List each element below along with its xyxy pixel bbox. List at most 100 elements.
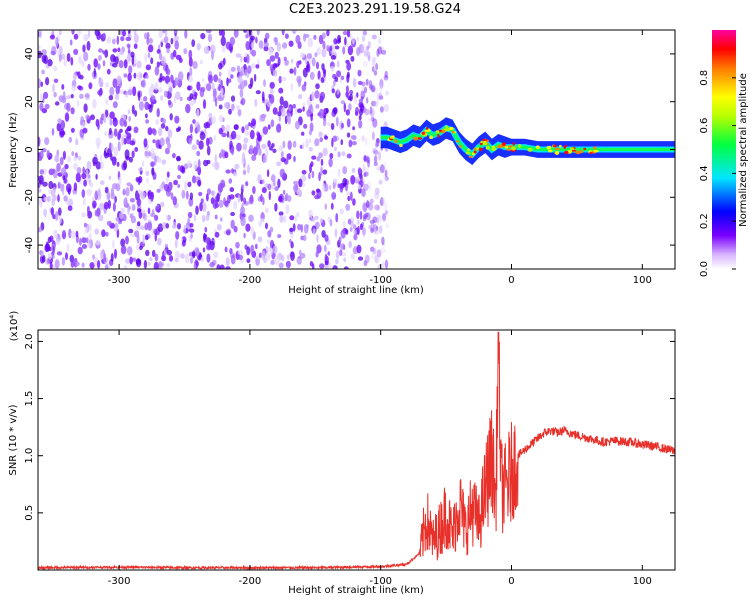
spectrogram-noise-speckle — [314, 138, 320, 147]
spectrogram-noise-speckle — [357, 219, 360, 225]
spectrogram-noise-speckle — [316, 47, 322, 56]
spectrogram-noise-speckle — [373, 149, 379, 155]
spectrogram-noise-speckle — [222, 57, 226, 66]
spectrogram-noise-speckle — [211, 82, 215, 91]
spectrogram-noise-speckle — [356, 47, 361, 56]
spectrogram-noise-speckle — [57, 47, 61, 57]
spectrogram-noise-speckle — [286, 112, 292, 118]
x-tick-label: -200 — [239, 576, 262, 587]
spectrogram-noise-speckle — [112, 48, 118, 53]
spectrogram-noise-speckle — [276, 42, 281, 52]
signal-hotspot — [496, 144, 503, 149]
spectrogram-noise-speckle — [154, 253, 159, 262]
signal-hotspot — [535, 145, 540, 150]
spectrogram-noise-speckle — [105, 231, 109, 237]
spectrogram-noise-speckle — [326, 108, 329, 114]
spectrogram-noise-speckle — [100, 250, 104, 260]
signal-track-halo — [380, 117, 675, 165]
spectrogram-noise-speckle — [322, 169, 328, 175]
spectrogram-noise-speckle — [337, 183, 341, 188]
spectrogram-noise-speckle — [76, 167, 82, 174]
spectrogram-noise-speckle — [312, 228, 316, 235]
spectrogram-x-label: Height of straight line (km) — [288, 285, 424, 296]
spectrogram-noise-speckle — [184, 163, 189, 170]
spectrogram-noise-speckle — [83, 103, 88, 113]
spectrogram-noise-speckle — [124, 149, 130, 160]
spectrogram-noise-speckle — [120, 245, 127, 255]
spectrogram-noise-speckle — [384, 169, 388, 178]
spectrogram-noise-speckle — [176, 155, 181, 161]
spectrogram-noise-speckle — [315, 61, 320, 70]
spectrogram-noise-speckle — [347, 195, 351, 202]
spectrogram-noise-speckle — [144, 101, 150, 111]
spectrogram-noise-speckle — [239, 71, 243, 78]
spectrogram-noise-speckle — [108, 175, 112, 180]
spectrogram-noise-speckle — [270, 174, 276, 183]
spectrogram-noise-speckle — [103, 253, 107, 263]
spectrogram-noise-speckle — [351, 167, 356, 173]
spectrogram-noise-speckle — [378, 225, 383, 234]
spectrogram-noise-speckle — [294, 215, 298, 223]
spectrogram-noise-speckle — [245, 41, 251, 51]
signal-hotspot — [548, 145, 552, 149]
spectrogram-noise-speckle — [288, 40, 294, 47]
spectrogram-noise-speckle — [362, 60, 368, 68]
spectrogram-noise-speckle — [119, 128, 123, 133]
spectrogram-noise-speckle — [66, 102, 71, 112]
spectrogram-noise-speckle — [196, 139, 200, 146]
spectrogram-noise-speckle — [214, 97, 218, 107]
spectrogram-noise-speckle — [72, 71, 77, 81]
spectrogram-noise-speckle — [175, 91, 181, 100]
spectrogram-noise-speckle — [321, 63, 325, 71]
spectrogram-noise-speckle — [361, 135, 365, 142]
spectrogram-noise-speckle — [351, 141, 357, 146]
x-tick-label: -300 — [108, 275, 131, 286]
spectrogram-noise-speckle — [84, 92, 90, 101]
signal-hotspot — [475, 147, 480, 150]
spectrogram-noise-speckle — [379, 78, 384, 89]
spectrogram-noise-speckle — [86, 223, 92, 232]
spectrogram-noise-speckle — [360, 173, 363, 183]
spectrogram-noise-speckle — [76, 30, 82, 36]
spectrogram-noise-speckle — [272, 63, 278, 69]
spectrogram-noise-speckle — [165, 42, 171, 50]
spectrogram-noise-speckle — [379, 164, 385, 174]
spectrogram-noise-speckle — [55, 37, 59, 47]
colorbar-label: Normalized spectral amplitude — [738, 73, 749, 227]
spectrogram-noise-speckle — [73, 162, 78, 170]
spectrogram-noise-speckle — [128, 116, 131, 122]
spectrogram-noise-speckle — [226, 229, 231, 236]
spectrogram-noise-speckle — [106, 36, 112, 44]
spectrogram-noise-speckle — [174, 80, 178, 87]
spectrogram-noise-speckle — [278, 114, 281, 122]
spectrogram-noise-speckle — [118, 176, 122, 186]
spectrogram-noise-speckle — [144, 222, 149, 231]
signal-hotspot — [554, 150, 560, 155]
spectrogram-noise-speckle — [374, 142, 379, 148]
spectrogram-noise-speckle — [167, 142, 172, 149]
spectrogram-noise-speckle — [115, 217, 120, 222]
spectrogram-noise-speckle — [109, 86, 115, 96]
spectrogram-noise-speckle — [261, 179, 265, 184]
spectrogram-noise-speckle — [322, 182, 325, 192]
spectrogram-noise-speckle — [135, 190, 139, 201]
spectrogram-noise-speckle — [81, 244, 88, 249]
spectrogram-noise-speckle — [361, 43, 366, 54]
signal-hotspot — [512, 142, 516, 146]
spectrogram-noise-speckle — [310, 217, 316, 222]
spectrogram-noise-speckle — [366, 212, 371, 221]
spectrogram-noise-speckle — [267, 124, 271, 130]
spectrogram-noise-speckle — [309, 122, 314, 132]
spectrogram-noise-speckle — [206, 243, 212, 251]
spectrogram-noise-speckle — [363, 183, 369, 191]
spectrogram-noise-speckle — [92, 200, 97, 209]
spectrogram-noise-speckle — [211, 162, 216, 168]
spectrogram-noise-speckle — [382, 261, 385, 269]
spectrogram-noise-speckle — [344, 36, 347, 46]
spectrogram-noise-speckle — [143, 138, 148, 148]
spectrogram-noise-speckle — [70, 127, 75, 133]
spectrogram-noise-speckle — [171, 224, 177, 229]
spectrogram-noise-speckle — [77, 155, 82, 161]
spectrogram-noise-speckle — [382, 240, 386, 249]
